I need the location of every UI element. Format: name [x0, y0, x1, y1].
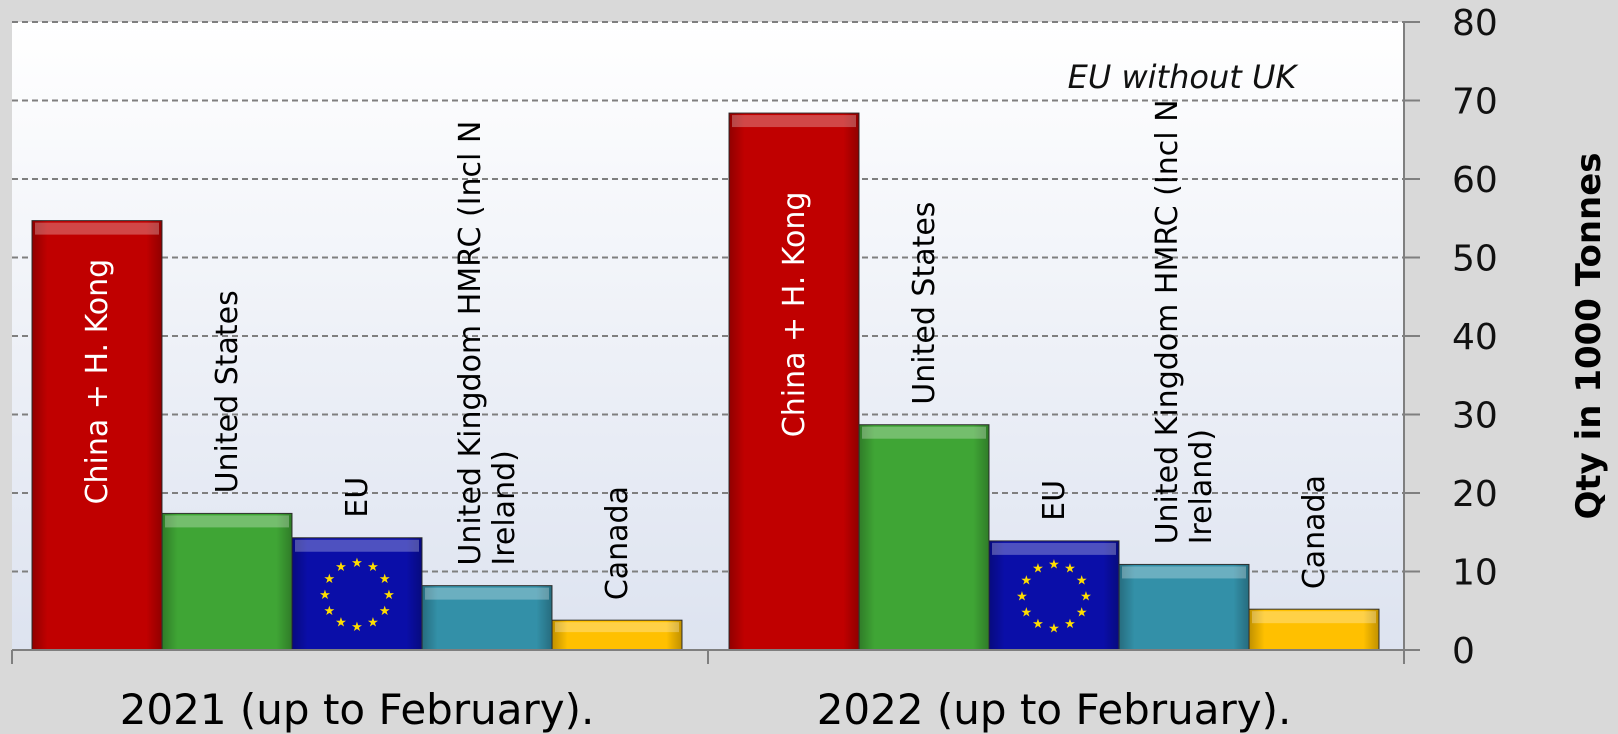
eu-star-icon: ★: [335, 616, 347, 631]
bar-china-h-kong: [31, 220, 163, 651]
eu-star-icon: ★: [351, 620, 363, 635]
bar-shading: [1249, 609, 1379, 650]
y-tick-label: 70: [1452, 82, 1498, 123]
bar-label: United States: [907, 202, 942, 405]
eu-star-icon: ★: [1032, 617, 1044, 632]
y-tick-label: 50: [1452, 239, 1498, 280]
eu-star-icon: ★: [1020, 605, 1032, 620]
y-tick-label: 30: [1452, 396, 1498, 437]
bar-highlight: [425, 587, 549, 600]
bar-united-kingdom-hmrc-incl-n-ireland: [1118, 563, 1250, 651]
bar-highlight: [862, 426, 986, 439]
bar-highlight: [555, 622, 679, 633]
eu-star-icon: ★: [1064, 617, 1076, 632]
eu-star-icon: ★: [379, 572, 391, 587]
bar-highlight: [992, 542, 1116, 555]
eu-star-icon: ★: [367, 616, 379, 631]
bar-label: China + H. Kong: [777, 192, 812, 438]
eu-star-icon: ★: [1076, 605, 1088, 620]
bar-united-states: [858, 424, 990, 651]
y-tick-label: 10: [1452, 553, 1498, 594]
eu-star-icon: ★: [319, 588, 331, 603]
bar-label: Canada: [1297, 475, 1332, 589]
bar-shading: [32, 220, 162, 651]
eu-star-icon: ★: [1064, 562, 1076, 577]
bar-united-states: [161, 512, 293, 651]
bar-label: Canada: [600, 486, 635, 600]
y-tick-label: 40: [1452, 317, 1498, 358]
bar-shading: [729, 113, 859, 650]
y-tick-label: 0: [1452, 631, 1475, 672]
bar-highlight: [35, 222, 159, 235]
y-tick-label: 80: [1452, 3, 1498, 44]
bar-canada: [551, 619, 683, 651]
group-label: 2021 (up to February).: [120, 685, 595, 734]
eu-star-icon: ★: [367, 560, 379, 575]
annotation-text: EU without UK: [1068, 58, 1300, 96]
bar-highlight: [732, 115, 856, 128]
group-label: 2022 (up to February).: [817, 685, 1292, 734]
bar-highlight: [1122, 566, 1246, 579]
eu-star-icon: ★: [335, 560, 347, 575]
y-axis-title: Qty in 1000 Tonnes: [1569, 152, 1609, 519]
bar-eu: ★ ★★★★★★★★★★★: [291, 537, 423, 651]
eu-star-icon: ★: [1048, 557, 1060, 572]
y-tick-label: 60: [1452, 160, 1498, 201]
bar-eu: ★ ★★★★★★★★★★★: [988, 540, 1120, 651]
eu-star-icon: ★: [1016, 589, 1028, 604]
bar-china-h-kong: [728, 112, 860, 651]
eu-star-icon: ★: [351, 556, 363, 571]
eu-star-icon: ★: [383, 588, 395, 603]
bar-shading: [1119, 564, 1249, 650]
bar-shading: [162, 513, 292, 650]
bar-shading: [552, 620, 682, 650]
bar-united-kingdom-hmrc-incl-n-ireland: [421, 585, 553, 651]
eu-star-icon: ★: [323, 572, 335, 587]
eu-star-icon: ★: [323, 604, 335, 619]
bar-shading: [422, 585, 552, 650]
bar-shading: [292, 537, 422, 650]
bar-label: EU: [1037, 480, 1072, 521]
eu-star-icon: ★: [1076, 573, 1088, 588]
eu-star-icon: ★: [1032, 562, 1044, 577]
eu-star-icon: ★: [1048, 621, 1060, 636]
eu-star-icon: ★: [379, 604, 391, 619]
axes: 0 10 20 30 40 50 60 70 80 2021 (up to February). 2…: [11, 3, 1498, 734]
bars-layer: China + H. Kong United States★ ★★★★★★★★★★★…: [31, 99, 1380, 651]
bar-highlight: [295, 539, 419, 552]
bar-shading: [989, 540, 1119, 650]
bar-label: EU: [340, 477, 375, 518]
bar-label: United Kingdom HMRC (Incl NIreland): [1150, 99, 1219, 544]
eu-star-icon: ★: [1020, 573, 1032, 588]
bar-canada: [1248, 608, 1380, 651]
bar-shading: [859, 424, 989, 650]
bar-label: United States: [210, 290, 245, 493]
bar-label: United Kingdom HMRC (Incl NIreland): [453, 121, 522, 566]
bar-label: China + H. Kong: [80, 259, 115, 505]
eu-star-icon: ★: [1080, 589, 1092, 604]
y-tick-label: 20: [1452, 474, 1498, 515]
bar-highlight: [1252, 611, 1376, 624]
bar-highlight: [165, 515, 289, 528]
